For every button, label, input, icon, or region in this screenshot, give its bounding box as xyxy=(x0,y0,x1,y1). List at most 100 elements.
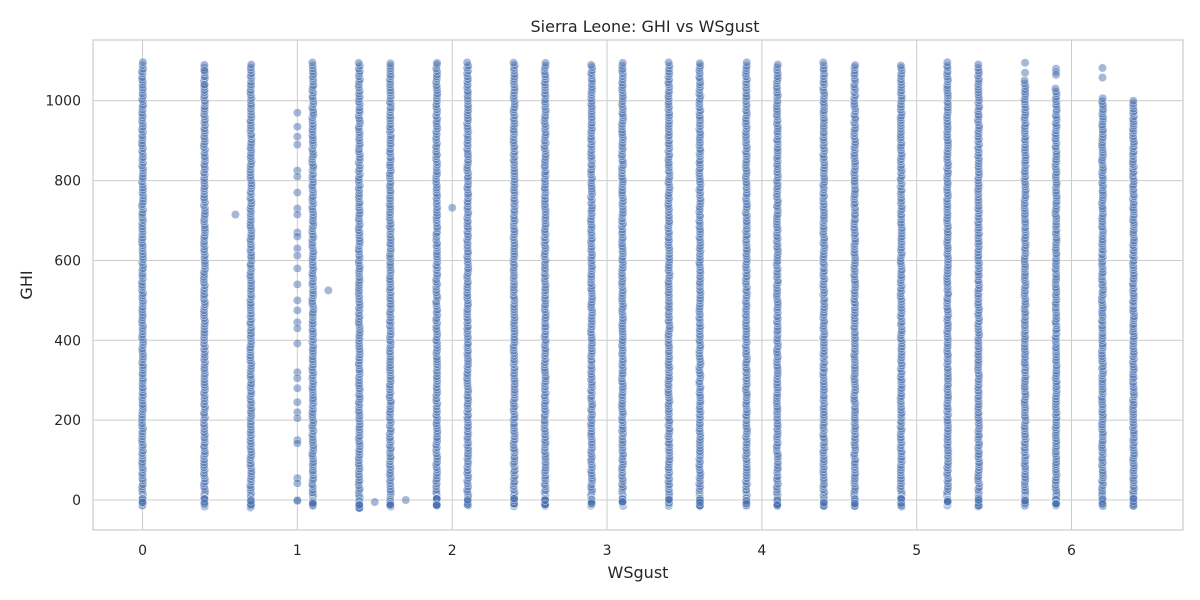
data-point xyxy=(974,495,984,505)
data-point xyxy=(231,210,240,219)
data-point xyxy=(509,58,518,68)
data-point xyxy=(1098,73,1107,82)
data-point xyxy=(664,58,674,67)
data-point xyxy=(540,495,550,505)
data-point xyxy=(292,413,302,423)
data-point xyxy=(432,500,442,510)
data-point xyxy=(773,60,783,69)
data-point xyxy=(200,66,209,76)
data-point xyxy=(292,438,302,448)
points-layer xyxy=(137,57,1139,513)
data-point xyxy=(1051,499,1061,508)
data-point xyxy=(1020,76,1029,85)
data-point xyxy=(385,500,395,510)
data-point xyxy=(292,251,302,261)
data-point xyxy=(1098,93,1108,103)
data-point xyxy=(292,478,302,488)
x-tick-label: 2 xyxy=(448,543,457,559)
data-point xyxy=(664,494,674,504)
data-point xyxy=(200,498,209,508)
data-point xyxy=(292,188,302,197)
data-point xyxy=(509,494,519,504)
y-tick-label: 1000 xyxy=(45,94,81,110)
data-point xyxy=(587,499,596,508)
data-point xyxy=(308,499,318,509)
data-point xyxy=(292,373,302,383)
chart-title: Sierra Leone: GHI vs WSgust xyxy=(531,17,760,36)
data-point xyxy=(292,232,302,241)
data-point xyxy=(386,58,395,68)
x-tick-label: 6 xyxy=(1067,543,1076,559)
data-point xyxy=(1098,63,1107,73)
data-point xyxy=(292,122,302,132)
x-tick-label: 3 xyxy=(603,543,612,559)
data-point xyxy=(541,58,550,68)
y-axis-label: GHI xyxy=(17,270,36,299)
data-point xyxy=(401,495,411,505)
data-point xyxy=(292,108,302,118)
data-point xyxy=(447,203,457,213)
x-tick-label: 5 xyxy=(912,543,921,559)
data-point xyxy=(618,58,628,68)
grid-layer xyxy=(93,40,1183,530)
data-point xyxy=(292,172,302,181)
data-point xyxy=(463,495,473,505)
data-point xyxy=(741,499,751,509)
data-point xyxy=(200,80,209,90)
data-point xyxy=(370,497,380,507)
data-point xyxy=(246,496,256,506)
data-point xyxy=(462,58,472,67)
x-tick-label: 0 xyxy=(138,543,147,559)
data-point xyxy=(292,496,302,506)
data-point xyxy=(138,497,147,507)
data-point xyxy=(1098,499,1107,509)
data-point xyxy=(695,497,705,507)
data-point xyxy=(896,61,906,71)
data-point xyxy=(292,132,302,142)
data-point xyxy=(586,60,596,70)
data-point xyxy=(432,58,442,68)
data-point xyxy=(292,295,302,305)
plot-frame xyxy=(92,39,1184,531)
data-point xyxy=(292,140,302,150)
data-point xyxy=(1020,496,1030,506)
x-tick-label: 1 xyxy=(293,543,302,559)
data-point xyxy=(292,383,302,393)
data-point xyxy=(292,339,302,348)
data-point xyxy=(138,57,148,67)
data-point xyxy=(850,498,860,508)
data-point xyxy=(292,305,302,315)
data-point xyxy=(1051,70,1061,80)
data-point xyxy=(323,285,333,295)
data-point xyxy=(292,210,302,219)
data-point xyxy=(973,60,983,69)
data-point xyxy=(618,497,627,507)
data-point xyxy=(292,323,302,333)
data-point xyxy=(1020,58,1030,68)
data-point xyxy=(354,58,364,68)
data-point xyxy=(292,280,302,289)
data-point xyxy=(850,60,860,70)
data-point xyxy=(819,498,829,507)
x-tick-label: 4 xyxy=(757,543,766,559)
data-point xyxy=(1128,96,1138,106)
ticks-layer: 0 1 2 3 4 5 6 0 200 400 600 800 1000 xyxy=(45,94,1076,559)
y-tick-label: 600 xyxy=(54,253,81,269)
data-point xyxy=(942,57,952,67)
data-point xyxy=(896,501,906,511)
data-point xyxy=(695,58,705,68)
data-point xyxy=(292,397,302,407)
data-point xyxy=(742,58,752,67)
data-point xyxy=(1051,84,1060,93)
y-tick-label: 0 xyxy=(72,493,81,509)
x-axis-label: WSgust xyxy=(608,563,669,582)
data-point xyxy=(246,60,256,69)
data-point xyxy=(292,264,302,273)
y-tick-label: 800 xyxy=(54,174,81,190)
data-point xyxy=(772,500,782,510)
y-tick-label: 200 xyxy=(54,413,81,429)
data-point xyxy=(354,500,364,510)
data-point xyxy=(307,58,317,67)
data-point xyxy=(1020,68,1030,78)
